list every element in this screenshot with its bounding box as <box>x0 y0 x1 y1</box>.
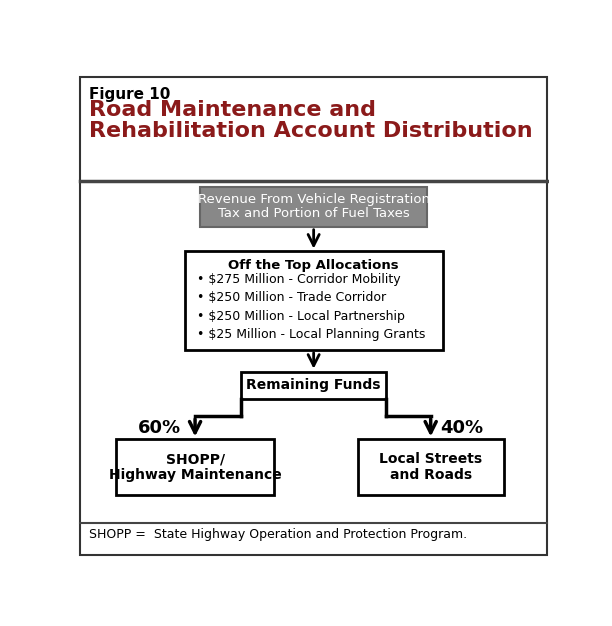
Text: 60%: 60% <box>138 419 181 438</box>
Text: Figure 10: Figure 10 <box>89 88 170 103</box>
Text: Revenue From Vehicle Registration: Revenue From Vehicle Registration <box>198 193 430 207</box>
Bar <box>116 439 274 495</box>
Text: • $275 Million - Corridor Mobility: • $275 Million - Corridor Mobility <box>197 273 401 285</box>
Text: Tax and Portion of Fuel Taxes: Tax and Portion of Fuel Taxes <box>218 207 409 220</box>
Text: • $25 Million - Local Planning Grants: • $25 Million - Local Planning Grants <box>197 328 425 341</box>
Text: • $250 Million - Trade Corridor: • $250 Million - Trade Corridor <box>197 291 386 304</box>
Text: Off the Top Allocations: Off the Top Allocations <box>228 259 399 272</box>
Bar <box>185 252 442 350</box>
Text: Rehabilitation Account Distribution: Rehabilitation Account Distribution <box>89 121 532 141</box>
Text: 40%: 40% <box>440 419 483 438</box>
Bar <box>200 187 427 227</box>
Text: Road Maintenance and: Road Maintenance and <box>89 100 376 120</box>
Text: Remaining Funds: Remaining Funds <box>247 379 381 393</box>
Text: and Roads: and Roads <box>390 468 472 482</box>
Text: Highway Maintenance: Highway Maintenance <box>109 468 282 482</box>
Text: • $250 Million - Local Partnership: • $250 Million - Local Partnership <box>197 310 405 322</box>
Text: SHOPP/: SHOPP/ <box>165 453 225 466</box>
Text: SHOPP =  State Highway Operation and Protection Program.: SHOPP = State Highway Operation and Prot… <box>89 528 467 541</box>
Bar <box>241 372 386 399</box>
Text: Local Streets: Local Streets <box>379 453 482 466</box>
Bar <box>357 439 504 495</box>
